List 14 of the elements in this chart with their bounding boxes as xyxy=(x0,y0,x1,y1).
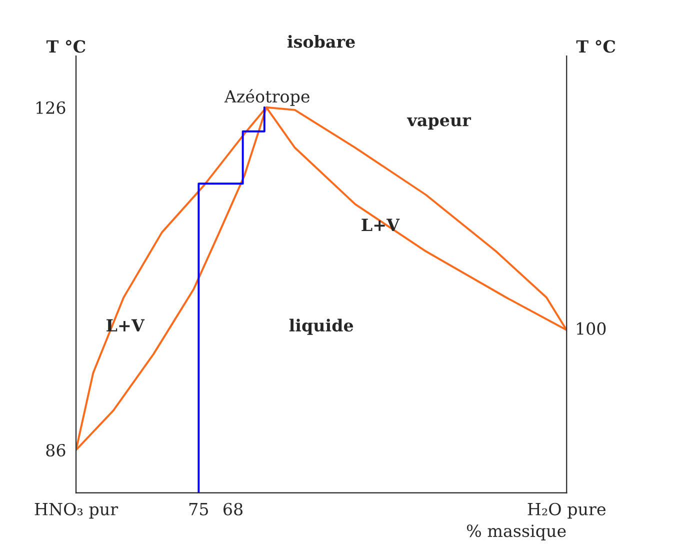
annotation: 100 xyxy=(576,322,606,335)
y-axis-title: T °C xyxy=(46,40,86,53)
y2-axis-title: T °C xyxy=(576,40,616,53)
x-tick-label: H₂O pure xyxy=(528,502,606,519)
y-tick-label: 86 xyxy=(46,444,66,457)
annotation: liquide xyxy=(289,318,354,335)
x-tick-label: 68 xyxy=(224,502,242,516)
x-tick-label: HNO₃ pur xyxy=(34,502,118,519)
x-axis-title: % massique xyxy=(466,524,566,540)
annotation: vapeur xyxy=(406,117,472,130)
annotation: Azéotrope xyxy=(224,89,310,106)
y-tick-label: 126 xyxy=(36,101,66,114)
chart-title: isobare xyxy=(288,35,355,48)
x-tick-label: 75 xyxy=(189,503,208,516)
